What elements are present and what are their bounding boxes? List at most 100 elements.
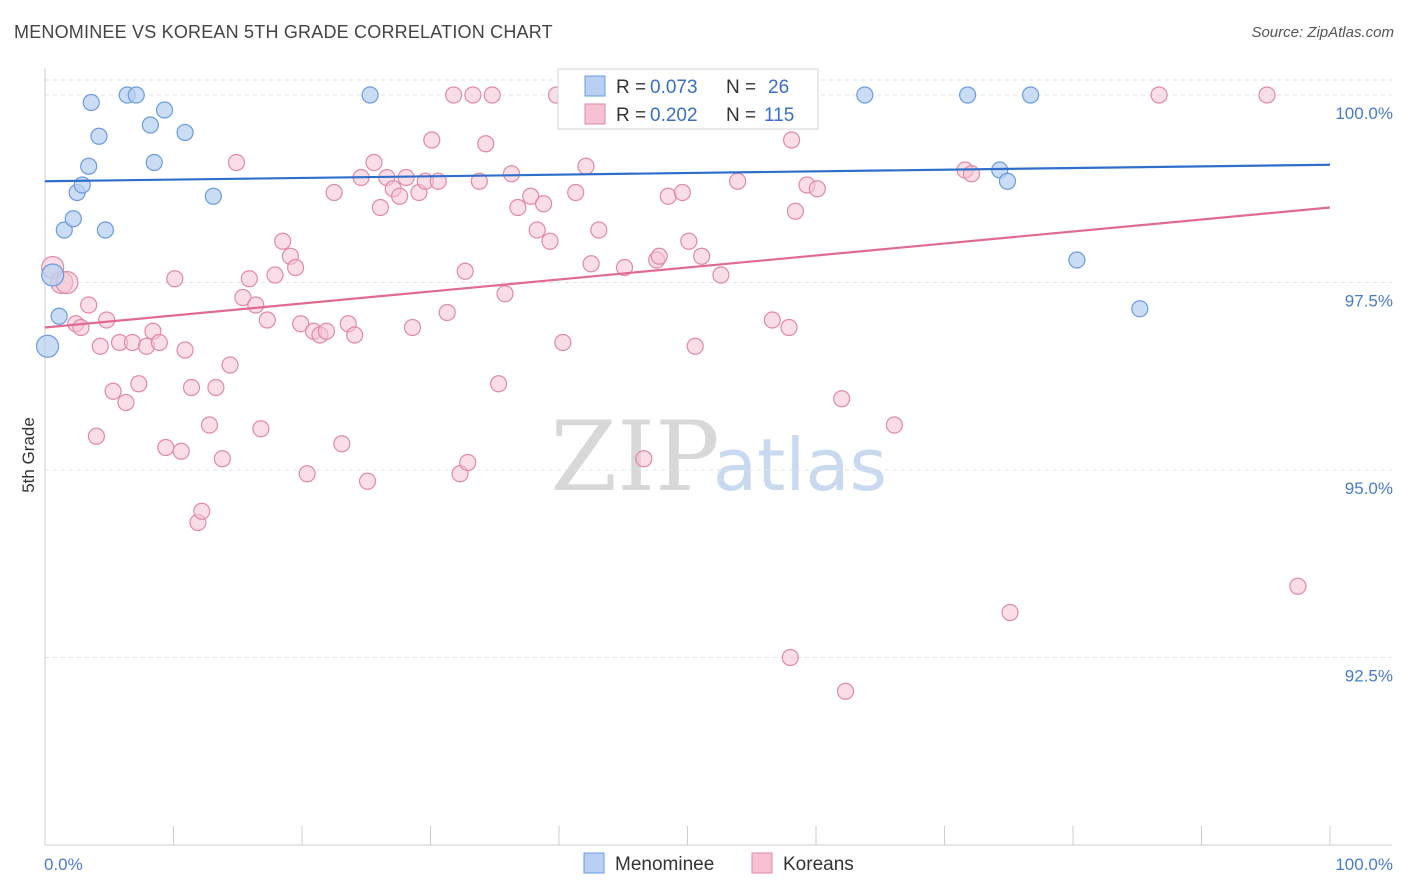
point-koreans <box>266 266 284 284</box>
point-koreans <box>528 221 546 239</box>
point-koreans <box>836 682 855 700</box>
point-koreans <box>213 450 231 468</box>
point-koreans <box>781 648 799 667</box>
chart-title: MENOMINEE VS KOREAN 5TH GRADE CORRELATIO… <box>14 22 553 42</box>
point-koreans <box>130 375 148 393</box>
point-koreans <box>470 172 488 190</box>
trend-line-koreans <box>44 206 1331 329</box>
point-koreans <box>221 356 239 374</box>
point-menominee <box>1021 86 1040 104</box>
point-menominee <box>80 157 98 175</box>
point-koreans <box>117 393 135 412</box>
point-koreans <box>554 333 572 352</box>
x-tick-label-max: 100.0% <box>1335 855 1393 874</box>
point-koreans <box>686 337 704 355</box>
axes <box>44 68 1392 846</box>
point-menominee <box>127 86 145 104</box>
point-koreans <box>541 232 559 250</box>
point-koreans <box>346 326 364 344</box>
point-koreans <box>240 270 258 288</box>
point-koreans <box>534 195 553 213</box>
point-koreans <box>1258 86 1276 104</box>
point-menominee <box>41 263 65 287</box>
point-koreans <box>292 315 310 333</box>
point-menominee <box>1131 300 1149 318</box>
legend-marker-koreans <box>751 852 773 874</box>
stats-n-value-1: 26 <box>768 77 789 98</box>
tick-labels: 100.0% 97.5% 95.0% 92.5% 0.0% 100.0% <box>44 104 1393 874</box>
point-koreans <box>577 157 595 175</box>
point-koreans <box>172 442 190 460</box>
watermark-atlas: atlas <box>713 423 887 507</box>
point-menominee <box>55 221 73 239</box>
point-koreans <box>650 247 668 265</box>
point-menominee <box>176 123 194 142</box>
stats-n-value-2: 115 <box>764 105 794 126</box>
point-koreans <box>234 288 252 307</box>
watermark-zip: ZIP <box>550 401 719 513</box>
stats-r-value-1: 0.073 <box>650 77 698 98</box>
point-koreans <box>227 153 246 172</box>
point-koreans <box>157 438 175 457</box>
point-koreans <box>391 187 409 205</box>
point-koreans <box>808 180 826 198</box>
point-koreans <box>833 390 851 408</box>
point-koreans <box>358 472 377 490</box>
watermark: ZIP atlas <box>550 401 887 513</box>
point-koreans <box>712 266 730 284</box>
point-koreans <box>496 285 514 303</box>
point-koreans <box>258 311 276 329</box>
x-tick-label-min: 0.0% <box>44 855 83 874</box>
point-menominee <box>64 210 82 228</box>
point-koreans <box>298 465 316 483</box>
point-menominee <box>35 334 60 358</box>
point-koreans <box>567 183 585 202</box>
point-koreans <box>207 378 225 397</box>
point-menominee <box>96 221 114 239</box>
legend-label-koreans: Koreans <box>783 854 854 875</box>
point-koreans <box>274 232 292 250</box>
point-koreans <box>502 165 521 183</box>
point-menominee <box>73 176 91 194</box>
point-koreans <box>80 296 98 314</box>
point-koreans <box>403 318 422 337</box>
point-koreans <box>252 420 270 438</box>
point-koreans <box>780 318 798 337</box>
point-koreans <box>1289 577 1307 595</box>
point-koreans <box>786 202 805 220</box>
point-koreans <box>317 322 336 340</box>
point-koreans <box>371 198 389 217</box>
point-koreans <box>464 86 482 104</box>
point-koreans <box>87 427 106 445</box>
point-koreans <box>150 333 168 352</box>
point-koreans <box>445 86 463 104</box>
point-koreans <box>483 86 501 104</box>
point-menominee <box>959 86 977 104</box>
point-koreans <box>782 131 801 149</box>
point-koreans <box>333 435 351 453</box>
stats-legend: R = 0.073 N = 26 R = 0.202 N = 115 <box>557 68 819 130</box>
y-tick-label: 97.5% <box>1345 292 1393 311</box>
trend-lines <box>44 163 1331 329</box>
point-koreans <box>729 172 747 190</box>
point-koreans <box>104 382 122 400</box>
point-koreans <box>673 183 691 202</box>
point-koreans <box>635 450 653 468</box>
point-koreans <box>763 311 781 329</box>
point-menominee <box>50 307 68 325</box>
point-koreans <box>365 153 383 172</box>
point-menominee <box>82 93 100 112</box>
stats-r-label-1: R = <box>616 77 646 98</box>
point-menominee <box>141 116 159 134</box>
point-koreans <box>582 255 600 273</box>
point-koreans <box>659 187 677 205</box>
point-koreans <box>477 135 495 153</box>
point-menominee <box>361 86 379 104</box>
y-tick-label: 100.0% <box>1335 104 1393 123</box>
point-koreans <box>1150 86 1168 104</box>
point-koreans <box>490 375 508 393</box>
point-koreans <box>590 221 608 239</box>
legend-label-menominee: Menominee <box>615 854 714 875</box>
point-koreans <box>693 247 711 265</box>
point-koreans <box>72 318 90 337</box>
